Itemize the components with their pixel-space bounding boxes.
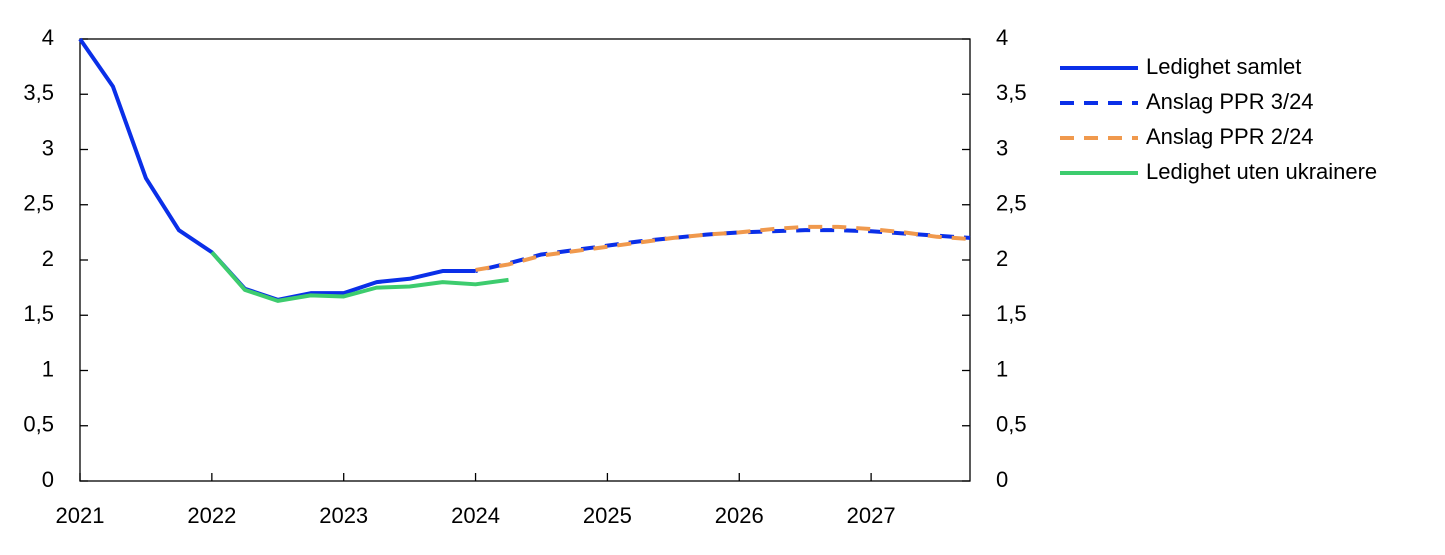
x-tick-label: 2027 <box>847 503 896 528</box>
y2-tick-label: 0,5 <box>996 412 1027 437</box>
y-tick-label: 3,5 <box>23 80 54 105</box>
y2-tick-label: 2,5 <box>996 191 1027 216</box>
y-tick-label: 2 <box>42 246 54 271</box>
y2-tick-label: 0 <box>996 467 1008 492</box>
x-tick-label: 2026 <box>715 503 764 528</box>
series-line <box>475 224 971 272</box>
legend-label: Ledighet samlet <box>1146 54 1301 79</box>
x-tick-label: 2021 <box>56 503 105 528</box>
legend-label: Anslag PPR 2/24 <box>1146 124 1314 149</box>
legend-label: Ledighet uten ukrainere <box>1146 159 1377 184</box>
y2-tick-label: 1,5 <box>996 301 1027 326</box>
y-tick-label: 1,5 <box>23 301 54 326</box>
y-tick-label: 1 <box>42 356 54 381</box>
series-line <box>210 250 509 303</box>
y-tick-label: 4 <box>42 25 54 50</box>
legend-label: Anslag PPR 3/24 <box>1146 89 1314 114</box>
y-tick-label: 0 <box>42 467 54 492</box>
y2-tick-label: 3 <box>996 135 1008 160</box>
x-tick-label: 2025 <box>583 503 632 528</box>
x-tick-label: 2023 <box>319 503 368 528</box>
x-tick-label: 2022 <box>187 503 236 528</box>
y-tick-label: 3 <box>42 135 54 160</box>
series-line <box>78 37 476 302</box>
x-tick-label: 2024 <box>451 503 500 528</box>
y-tick-label: 2,5 <box>23 191 54 216</box>
y2-tick-label: 1 <box>996 356 1008 381</box>
y2-tick-label: 2 <box>996 246 1008 271</box>
series-line <box>475 228 971 273</box>
y2-tick-label: 4 <box>996 25 1008 50</box>
y-tick-label: 0,5 <box>23 412 54 437</box>
y2-tick-label: 3,5 <box>996 80 1027 105</box>
